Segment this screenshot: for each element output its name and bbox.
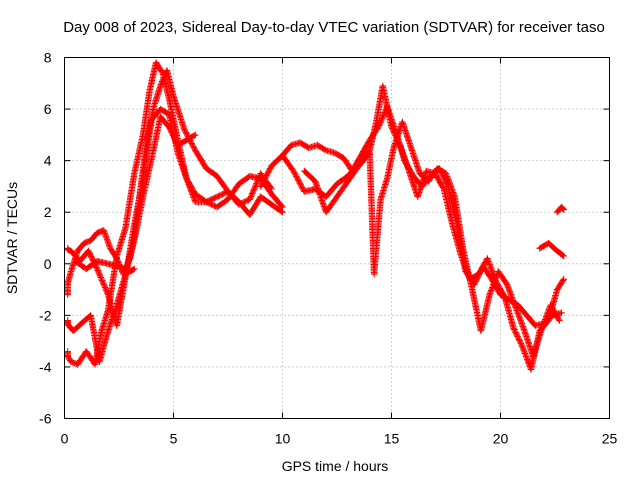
x-axis-label: GPS time / hours xyxy=(282,458,389,474)
plus-markers xyxy=(554,203,567,216)
plus-markers xyxy=(72,258,138,275)
x-tick-label: 5 xyxy=(170,431,178,447)
x-tick-label: 15 xyxy=(384,431,400,447)
series-track-e xyxy=(72,258,138,275)
series-track-f xyxy=(279,103,565,329)
y-tick-label: 2 xyxy=(44,204,52,220)
series-track-a xyxy=(64,59,286,368)
x-tick-label: 0 xyxy=(61,431,69,447)
x-tick-label: 25 xyxy=(602,431,618,447)
y-axis-label: SDTVAR / TECUs xyxy=(4,182,20,294)
y-tick-label: 0 xyxy=(44,256,52,272)
series-track-j xyxy=(554,203,567,216)
data-series xyxy=(64,59,567,373)
y-tick-label: -6 xyxy=(39,411,52,427)
plus-markers xyxy=(536,240,567,260)
y-tick-label: 6 xyxy=(44,101,52,117)
x-tick-label: 10 xyxy=(275,431,291,447)
plus-markers xyxy=(64,59,286,368)
x-tick-label: 20 xyxy=(493,431,509,447)
plus-markers xyxy=(257,82,567,373)
plot-frame xyxy=(64,57,610,419)
plus-markers xyxy=(279,103,565,329)
y-tick-label: -4 xyxy=(39,359,52,375)
y-tick-label: -2 xyxy=(39,307,52,323)
chart-title: Day 008 of 2023, Sidereal Day-to-day VTE… xyxy=(63,19,605,36)
axis-ticks: 0 5 10 15 20 25 -6 -4 -2 0 2 4 6 8 xyxy=(39,50,617,447)
y-tick-label: 4 xyxy=(44,153,52,169)
plus-markers xyxy=(301,118,563,360)
series-track-h xyxy=(301,118,563,360)
series-track-g xyxy=(257,82,567,373)
y-tick-label: 8 xyxy=(44,50,52,66)
series-track-i xyxy=(536,240,567,260)
